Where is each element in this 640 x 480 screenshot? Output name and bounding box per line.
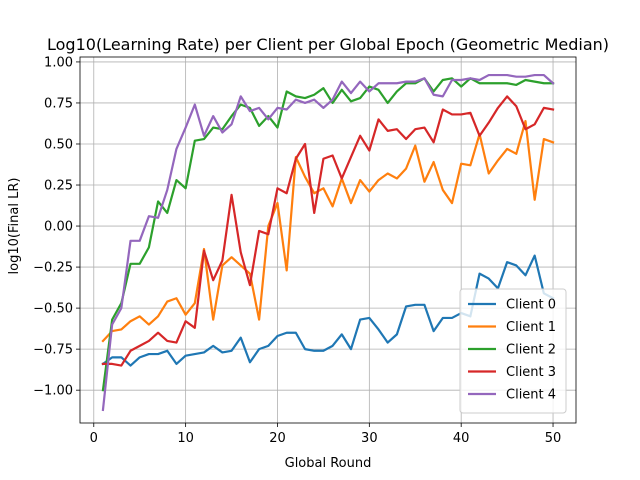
series-line-client-3 <box>101 95 555 367</box>
legend-label-client-1: Client 1 <box>506 320 556 335</box>
y-tick-label: 1.00 <box>44 55 73 70</box>
x-axis-label: Global Round <box>285 456 372 471</box>
x-tick-label: 10 <box>177 431 194 446</box>
x-tick-label: 50 <box>545 431 562 446</box>
legend-label-client-0: Client 0 <box>506 298 556 313</box>
legend-label-client-3: Client 3 <box>506 365 556 380</box>
series-line-client-4 <box>101 73 555 412</box>
legend-label-client-4: Client 4 <box>506 388 556 403</box>
y-tick-label: 0.00 <box>44 220 73 235</box>
series-line-client-1 <box>101 119 555 343</box>
y-axis-label: log10(Final LR) <box>7 178 22 275</box>
legend-label-client-2: Client 2 <box>506 343 556 358</box>
axis-ticks: 0 10 20 30 40 50 −1.00 −0.75 −0.50 −0.25 0.00 0.25 0… <box>33 55 561 446</box>
x-tick-label: 30 <box>361 431 378 446</box>
y-tick-label: 0.75 <box>44 96 73 111</box>
legend-box <box>459 288 567 414</box>
series-line-client-2 <box>101 77 555 392</box>
y-tick-label: −0.50 <box>33 302 73 317</box>
x-tick-label: 40 <box>453 431 470 446</box>
chart-title: Log10(Learning Rate) per Client per Glob… <box>47 35 609 54</box>
legend: Client 0 Client 1 Client 2 Client 3 Client 4 <box>459 288 567 414</box>
y-tick-label: −0.25 <box>33 261 73 276</box>
y-tick-label: −0.75 <box>33 343 73 358</box>
y-tick-label: −1.00 <box>33 384 73 399</box>
plot-frame <box>79 56 577 424</box>
x-tick-label: 20 <box>269 431 286 446</box>
x-tick-label: 0 <box>90 431 98 446</box>
y-tick-label: 0.25 <box>44 179 73 194</box>
series-lines <box>101 73 555 412</box>
y-tick-label: 0.50 <box>44 137 73 152</box>
series-line-client-0 <box>101 254 555 367</box>
